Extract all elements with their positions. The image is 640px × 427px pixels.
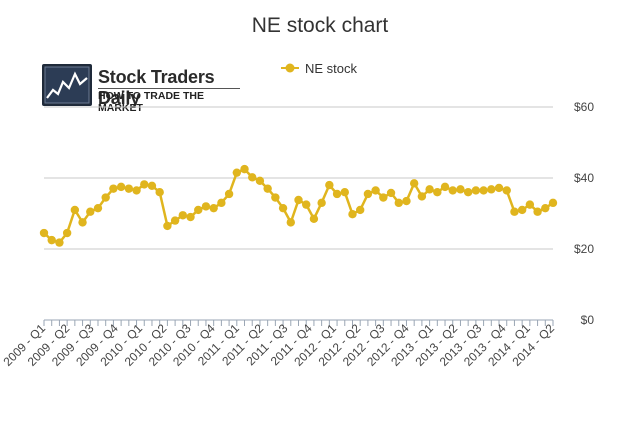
data-point [109,184,118,193]
data-point [86,207,95,216]
data-point [417,192,427,201]
data-point [371,186,380,195]
data-point [440,182,450,192]
y-tick-label: $20 [574,242,594,256]
data-point [140,180,149,189]
logo-tagline: HOW TO TRADE THE MARKET [98,88,240,114]
data-point [240,164,249,174]
data-point [263,184,272,193]
data-point [425,185,434,194]
data-point [409,179,419,188]
data-point [525,200,535,209]
data-point [332,189,342,199]
data-point [271,193,280,202]
data-point [348,210,357,219]
data-point [302,200,311,209]
data-point [232,168,242,177]
data-point [70,205,80,215]
data-point [448,186,457,195]
y-tick-label: $60 [574,100,594,114]
data-point [541,203,550,213]
data-point [510,207,519,216]
data-point [124,184,134,193]
logo-name: Stock Traders Daily [98,67,215,108]
data-point [402,196,411,206]
data-point [340,188,349,197]
data-point [178,211,188,220]
data-point [170,216,180,225]
data-point [317,198,326,208]
data-point [548,198,558,208]
data-point [201,202,211,211]
data-point [394,198,403,208]
data-point [116,182,126,192]
data-point [386,188,396,198]
data-point [502,186,511,195]
chart-title: NE stock chart [251,14,389,37]
data-point [209,203,218,213]
data-point [147,181,157,191]
data-point [217,198,226,208]
data-point [533,207,542,216]
data-point [194,205,203,215]
data-point [355,205,365,215]
data-point [101,193,110,202]
legend-marker-icon [281,63,299,73]
legend-label: NE stock [305,60,358,76]
data-point [433,188,442,197]
data-point [186,212,195,222]
data-point [294,195,303,205]
data-point [224,189,234,199]
data-point [93,203,103,213]
data-point [479,186,488,195]
data-point [62,228,72,238]
data-point [309,214,319,224]
data-point [456,185,465,194]
data-point [463,188,473,197]
data-point [278,203,288,213]
data-point [163,221,172,231]
data-point [132,186,141,195]
data-point [78,218,87,227]
stock-traders-daily-logo: Stock Traders Daily HOW TO TRADE THE MAR… [42,64,240,114]
data-point [255,176,265,186]
data-point [248,173,257,182]
y-tick-label: $40 [574,171,594,185]
legend[interactable]: NE stock [281,60,357,76]
y-tick-label: $0 [581,313,595,327]
data-point [379,193,388,202]
data-point [155,188,164,197]
data-point [494,183,504,193]
data-point [55,238,64,247]
data-point [487,185,496,194]
chart-graph-icon [42,64,92,106]
data-point [286,218,295,227]
data-point [39,228,49,238]
data-point [325,180,334,190]
data-point [47,235,56,245]
data-point [471,186,481,195]
data-point [363,189,373,199]
series-line [43,167,554,244]
data-point [517,205,527,215]
